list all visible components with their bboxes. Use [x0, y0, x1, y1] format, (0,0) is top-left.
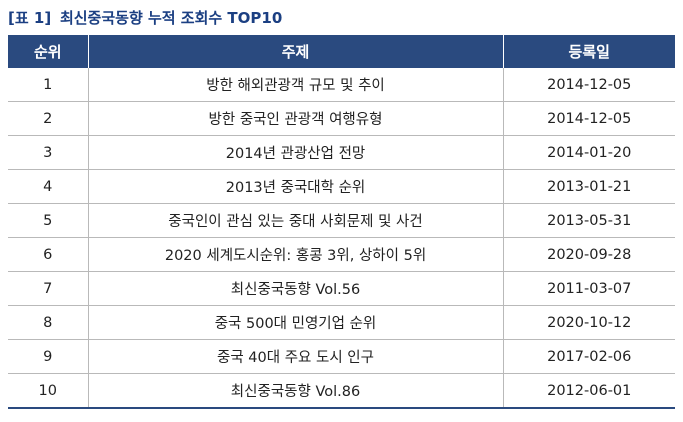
cell-title: 2020 세계도시순위: 홍콩 3위, 상하이 5위	[87, 237, 503, 272]
table-row: 3 2014년 관광산업 전망 2014-01-20	[8, 135, 675, 170]
table-caption: [표 1] 최신중국동향 누적 조회수 TOP10	[8, 6, 282, 30]
cell-date: 2017-02-06	[502, 339, 675, 374]
table-caption-tag: [표 1]	[8, 9, 52, 27]
cell-title: 최신중국동향 Vol.56	[87, 271, 503, 306]
cell-date: 2014-12-05	[502, 68, 675, 102]
cell-date: 2014-12-05	[502, 101, 675, 136]
cell-rank: 6	[8, 237, 88, 272]
table-row: 1 방한 해외관광객 규모 및 추이 2014-12-05	[8, 68, 675, 102]
cell-title: 중국 40대 주요 도시 인구	[87, 339, 503, 374]
table-row: 7 최신중국동향 Vol.56 2011-03-07	[8, 271, 675, 306]
table-row: 6 2020 세계도시순위: 홍콩 3위, 상하이 5위 2020-09-28	[8, 237, 675, 272]
cell-date: 2014-01-20	[502, 135, 675, 170]
cell-title: 2014년 관광산업 전망	[87, 135, 503, 170]
table-row: 4 2013년 중국대학 순위 2013-01-21	[8, 169, 675, 204]
cell-rank: 8	[8, 305, 88, 340]
cell-date: 2013-01-21	[502, 169, 675, 204]
header-title: 주제	[87, 35, 503, 68]
cell-rank: 1	[8, 68, 88, 102]
table-row: 8 중국 500대 민영기업 순위 2020-10-12	[8, 305, 675, 340]
cell-title: 최신중국동향 Vol.86	[87, 373, 503, 409]
cell-date: 2020-10-12	[502, 305, 675, 340]
header-date: 등록일	[502, 35, 675, 68]
cell-date: 2013-05-31	[502, 203, 675, 238]
cell-rank: 4	[8, 169, 88, 204]
cell-rank: 9	[8, 339, 88, 374]
cell-rank: 10	[8, 373, 88, 409]
cell-title: 중국인이 관심 있는 중대 사회문제 및 사건	[87, 203, 503, 238]
cell-rank: 7	[8, 271, 88, 306]
cell-date: 2012-06-01	[502, 373, 675, 409]
cell-title: 방한 해외관광객 규모 및 추이	[87, 68, 503, 102]
cell-rank: 5	[8, 203, 88, 238]
table-caption-title: 최신중국동향 누적 조회수 TOP10	[59, 9, 283, 27]
cell-title: 2013년 중국대학 순위	[87, 169, 503, 204]
table-row: 9 중국 40대 주요 도시 인구 2017-02-06	[8, 339, 675, 374]
cell-title: 방한 중국인 관광객 여행유형	[87, 101, 503, 136]
cell-rank: 2	[8, 101, 88, 136]
table-header-row: 순위 주제 등록일	[8, 35, 675, 68]
table-row: 5 중국인이 관심 있는 중대 사회문제 및 사건 2013-05-31	[8, 203, 675, 238]
cell-title: 중국 500대 민영기업 순위	[87, 305, 503, 340]
table-row: 10 최신중국동향 Vol.86 2012-06-01	[8, 373, 675, 409]
cell-rank: 3	[8, 135, 88, 170]
cell-date: 2011-03-07	[502, 271, 675, 306]
ranking-table: 순위 주제 등록일 1 방한 해외관광객 규모 및 추이 2014-12-05 …	[8, 35, 675, 409]
header-rank: 순위	[8, 35, 88, 68]
cell-date: 2020-09-28	[502, 237, 675, 272]
table-row: 2 방한 중국인 관광객 여행유형 2014-12-05	[8, 101, 675, 136]
